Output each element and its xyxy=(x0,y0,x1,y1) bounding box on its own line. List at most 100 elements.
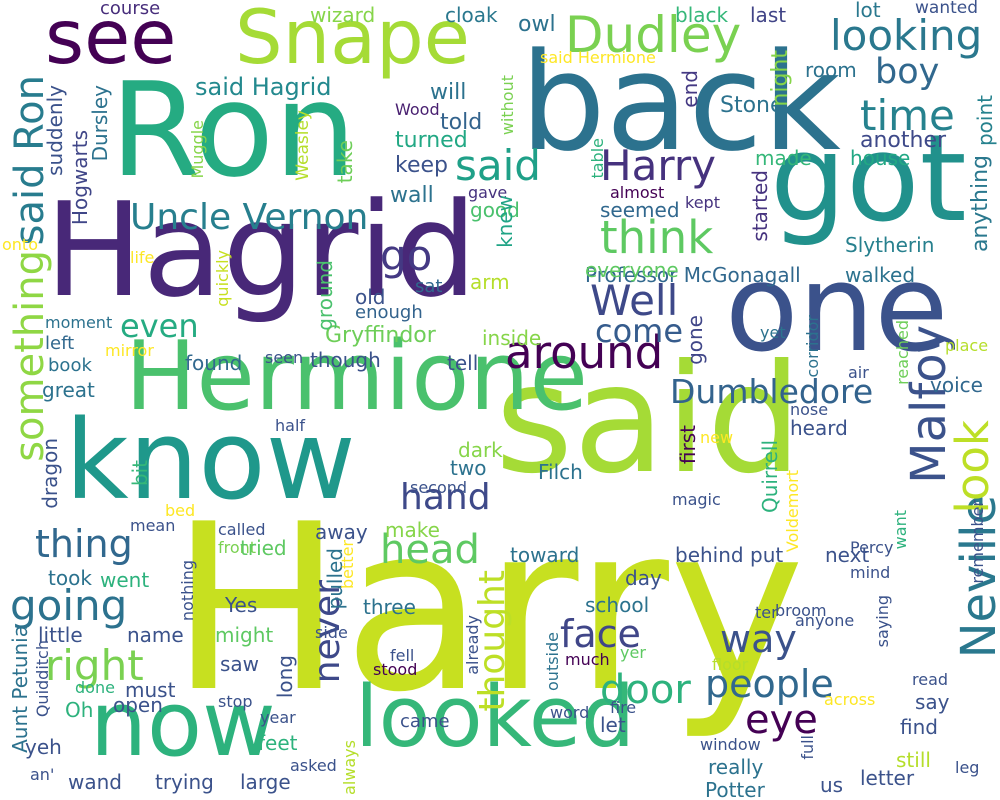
word-cloud-word: got xyxy=(770,110,967,249)
word-cloud-word: came xyxy=(400,711,450,732)
word-cloud-word: new xyxy=(700,428,734,447)
word-cloud-word: book xyxy=(48,355,92,376)
word-cloud-word: across xyxy=(824,690,876,709)
word-cloud-word: Snape xyxy=(235,0,470,81)
word-cloud-word: sat xyxy=(415,276,443,297)
word-cloud-word: back xyxy=(520,24,841,181)
word-cloud-word: anyone xyxy=(795,611,855,630)
word-cloud-word: Well xyxy=(590,276,679,325)
word-cloud-word: even xyxy=(120,307,199,345)
word-cloud-word: kept xyxy=(685,193,720,212)
word-cloud-word: Wood xyxy=(395,100,440,119)
word-cloud-word: still xyxy=(896,748,931,772)
word-cloud-word: know xyxy=(65,396,356,524)
word-cloud-word: think xyxy=(600,211,714,264)
word-cloud-word: Yes xyxy=(225,593,258,617)
word-cloud-word: place xyxy=(945,336,989,355)
word-cloud-word: window xyxy=(700,735,761,754)
word-cloud-word: saying xyxy=(873,595,892,648)
word-cloud-word: three xyxy=(363,595,416,619)
word-cloud-word: head xyxy=(380,527,480,573)
word-cloud-word: quickly xyxy=(213,250,232,307)
word-cloud-word: half xyxy=(275,416,306,435)
word-cloud-word: put xyxy=(750,543,784,567)
word-cloud-word: looking xyxy=(830,11,983,60)
word-cloud-word: end xyxy=(678,70,702,108)
word-cloud-word: an' xyxy=(30,765,55,784)
word-cloud-word: wizard xyxy=(310,3,376,27)
word-cloud-word: come xyxy=(595,312,684,350)
word-cloud-word: nothing xyxy=(178,560,197,622)
word-cloud-word: go xyxy=(380,231,433,280)
word-cloud-word: Oh xyxy=(65,698,94,722)
word-cloud-word: gave xyxy=(468,183,508,202)
word-cloud-word: suddenly xyxy=(43,85,67,176)
word-cloud-word: one xyxy=(725,240,949,379)
word-cloud-word: see xyxy=(45,0,177,81)
word-cloud-word: thing xyxy=(35,522,133,566)
word-cloud-word: Potter xyxy=(705,778,765,800)
word-cloud-word: behind xyxy=(675,543,744,567)
word-cloud-word: Aunt Petunia xyxy=(8,625,32,753)
word-cloud-word: hand xyxy=(400,477,491,518)
word-cloud-word: second xyxy=(410,478,468,497)
word-cloud-word: mirror xyxy=(105,341,154,360)
word-cloud-word: said xyxy=(455,141,541,190)
word-cloud-word: bed xyxy=(165,501,196,520)
word-cloud-word: called xyxy=(218,520,266,539)
word-cloud-word: outside xyxy=(543,632,562,691)
word-cloud-word: broom xyxy=(775,601,827,620)
word-cloud-word: yer xyxy=(620,643,646,662)
word-cloud-word: want xyxy=(891,510,910,550)
word-cloud-word: bit xyxy=(128,460,152,487)
word-cloud-word: word xyxy=(550,703,590,722)
word-cloud-word: cloak xyxy=(445,3,498,27)
word-cloud-word: toward xyxy=(510,543,580,567)
word-cloud-word: long xyxy=(273,655,297,699)
word-cloud-word: already xyxy=(463,615,482,675)
word-cloud-word: started xyxy=(748,170,772,242)
word-cloud-word: better xyxy=(338,540,357,589)
word-cloud-word: Harry xyxy=(170,476,806,743)
word-cloud-word: mean xyxy=(130,516,176,535)
word-cloud-word: ter xyxy=(755,603,778,622)
word-cloud-word: Dursley xyxy=(88,85,112,162)
word-cloud-word: night xyxy=(768,50,793,107)
word-cloud-word: little xyxy=(38,623,83,647)
word-cloud-word: turned xyxy=(395,128,468,153)
word-cloud-word: room xyxy=(805,58,857,82)
word-cloud-word: seen xyxy=(265,348,304,367)
word-cloud-word: open xyxy=(113,693,163,717)
word-cloud-word: fell xyxy=(390,646,415,665)
word-cloud-word: must xyxy=(125,678,176,702)
word-cloud-word: Professor McGonagall xyxy=(585,263,801,287)
word-cloud-word: great xyxy=(42,378,95,402)
word-cloud-word: Gryffindor xyxy=(325,323,436,348)
word-cloud-word: walked xyxy=(845,263,916,287)
word-cloud-word: knew xyxy=(493,195,517,248)
word-cloud-word: Hagrid xyxy=(45,174,478,326)
word-cloud-word: tell xyxy=(447,351,479,375)
word-cloud-word: Hermione xyxy=(125,322,588,432)
word-cloud-word: side xyxy=(315,623,348,642)
word-cloud-word: people xyxy=(705,662,834,706)
word-cloud-word: feet xyxy=(258,731,298,755)
word-cloud-word: first xyxy=(676,425,700,465)
word-cloud-word: without xyxy=(498,75,517,136)
word-cloud-word: found xyxy=(185,351,243,375)
word-cloud-word: said xyxy=(495,333,802,507)
word-cloud-word: another xyxy=(860,128,947,153)
word-cloud-word: heard xyxy=(790,416,848,440)
word-cloud-word: life xyxy=(130,248,155,267)
word-cloud-word: time xyxy=(860,91,955,140)
word-cloud-word: name xyxy=(127,623,184,647)
word-cloud-word: onto xyxy=(2,235,38,254)
word-cloud-word: made xyxy=(755,146,812,170)
word-cloud-word: find xyxy=(900,715,938,739)
word-cloud-word: dark xyxy=(458,438,503,462)
word-cloud-word: always xyxy=(340,740,359,795)
word-cloud-word: right xyxy=(45,641,144,690)
word-cloud-word: wanted xyxy=(915,0,979,18)
word-cloud-word: wand xyxy=(68,770,122,794)
word-cloud-word: something xyxy=(7,250,53,462)
